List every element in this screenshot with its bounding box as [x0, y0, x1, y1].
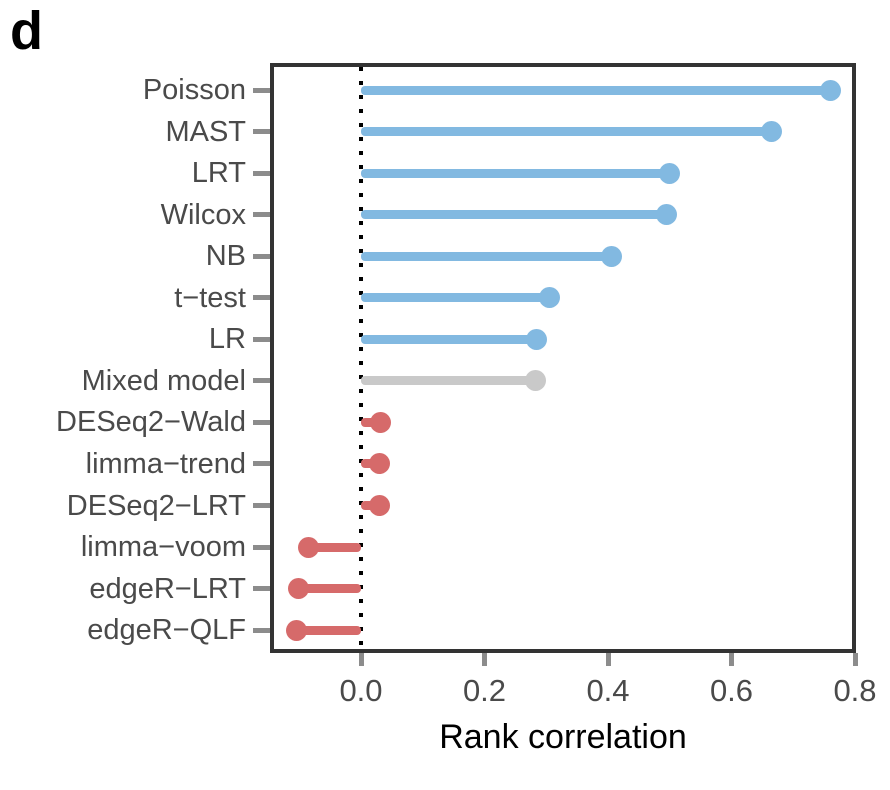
- y-tick-mark: [253, 627, 270, 633]
- x-tick-mark: [482, 653, 487, 666]
- lollipop-stem: [361, 334, 537, 344]
- lollipop-dot: [288, 578, 310, 600]
- lollipop-dot: [526, 328, 548, 350]
- x-tick-label: 0.4: [586, 673, 630, 708]
- lollipop-dot: [369, 453, 391, 475]
- y-tick-mark: [253, 378, 270, 384]
- lollipop-dot: [298, 536, 319, 558]
- y-axis-label: limma−trend: [85, 447, 246, 480]
- y-tick-mark: [253, 586, 270, 592]
- y-axis-label: LR: [208, 323, 246, 356]
- y-tick-mark: [253, 544, 270, 550]
- plot-panel: [270, 63, 856, 653]
- lollipop-dot: [819, 79, 841, 101]
- y-tick-mark: [253, 87, 270, 93]
- y-axis-label: limma−voom: [80, 531, 246, 564]
- y-axis-label: Wilcox: [160, 198, 246, 231]
- y-axis-label: edgeR−LRT: [89, 572, 246, 605]
- lollipop-dot: [659, 162, 681, 184]
- lollipop-dot: [656, 204, 678, 226]
- lollipop-stem: [308, 542, 361, 552]
- lollipop-stem: [361, 85, 831, 95]
- y-tick-mark: [253, 170, 270, 176]
- panel-label: d: [10, 1, 43, 61]
- y-tick-mark: [253, 461, 270, 467]
- x-tick-mark: [358, 653, 364, 666]
- lollipop-stem: [298, 584, 361, 594]
- y-tick-mark: [253, 419, 270, 425]
- x-tick-mark: [729, 653, 734, 666]
- zero-reference-line: [359, 67, 363, 649]
- lollipop-dot: [369, 411, 391, 433]
- x-tick-label: 0.0: [339, 673, 383, 708]
- lollipop-dot: [538, 287, 560, 309]
- lollipop-stem: [361, 127, 772, 137]
- x-tick-mark: [852, 653, 858, 666]
- x-tick-label: 0.2: [462, 673, 507, 708]
- y-axis-label: DESeq2−Wald: [56, 406, 246, 439]
- x-tick-label: 0.8: [833, 673, 877, 708]
- y-tick-mark: [253, 295, 270, 301]
- y-axis-label: t−test: [174, 281, 246, 314]
- x-axis-title: Rank correlation: [439, 718, 687, 756]
- y-tick-mark: [253, 129, 270, 135]
- lollipop-dot: [600, 245, 622, 267]
- lollipop-stem: [361, 376, 536, 386]
- y-axis-label: Poisson: [142, 74, 246, 106]
- y-tick-mark: [253, 212, 270, 218]
- y-tick-mark: [253, 503, 270, 508]
- y-axis-label: DESeq2−LRT: [66, 489, 246, 522]
- lollipop-dot: [285, 619, 307, 641]
- x-tick-mark: [605, 653, 611, 666]
- y-tick-mark: [253, 253, 270, 259]
- lollipop-stem: [361, 168, 670, 178]
- y-axis-label: edgeR−QLF: [87, 614, 246, 647]
- lollipop-dot: [525, 370, 547, 392]
- y-axis-label: LRT: [191, 157, 246, 190]
- y-axis-label: NB: [205, 240, 246, 273]
- y-axis-label: Mixed model: [81, 364, 246, 397]
- lollipop-stem: [361, 293, 550, 303]
- y-axis-label: MAST: [165, 115, 246, 148]
- lollipop-stem: [296, 625, 361, 635]
- y-tick-mark: [253, 336, 270, 342]
- lollipop-dot: [761, 121, 783, 143]
- lollipop-stem: [361, 251, 612, 261]
- lollipop-dot: [369, 495, 391, 516]
- x-tick-label: 0.6: [709, 673, 754, 708]
- lollipop-stem: [361, 210, 667, 220]
